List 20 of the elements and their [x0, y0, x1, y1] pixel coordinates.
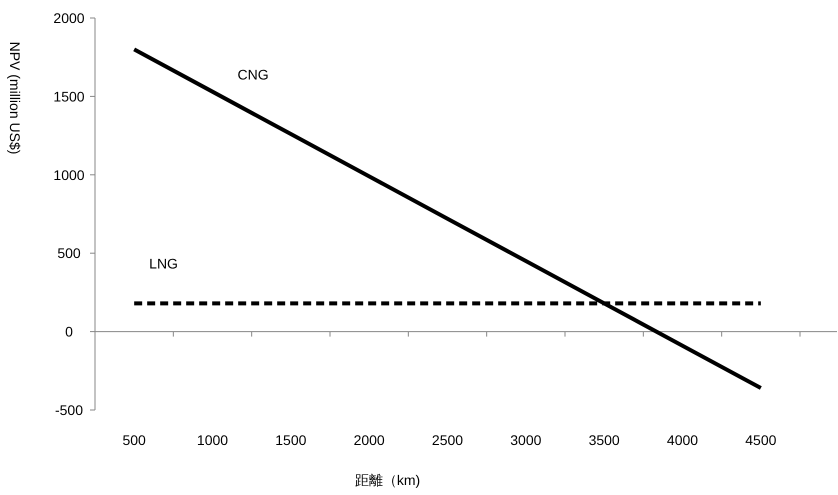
x-tick-label: 4500	[745, 432, 777, 448]
y-tick-label: 0	[65, 324, 74, 340]
y-tick-label: -500	[54, 402, 84, 418]
x-tick-label: 3000	[510, 432, 542, 448]
y-tick-label: 2000	[53, 10, 85, 26]
series-label: CNG	[238, 66, 269, 83]
x-tick-label: 2500	[432, 432, 464, 448]
y-axis-title: NPV (million US$)	[7, 42, 23, 154]
y-tick-label: 500	[57, 245, 81, 262]
x-tick-label: 1000	[196, 432, 228, 448]
text: LNG	[149, 255, 178, 272]
y-tick-label: 1500	[53, 88, 85, 104]
line-series	[132, 47, 763, 390]
x-tick-label: 1500	[275, 432, 307, 448]
x-tick-label: 2000	[354, 432, 385, 448]
x-tick-label: 500	[122, 432, 146, 448]
y-tick-label: 1000	[53, 166, 85, 183]
x-tick-label: 4000	[666, 432, 698, 448]
x-tick-label: 3500	[588, 432, 620, 448]
x-axis-title: 距離（km)	[354, 472, 420, 488]
